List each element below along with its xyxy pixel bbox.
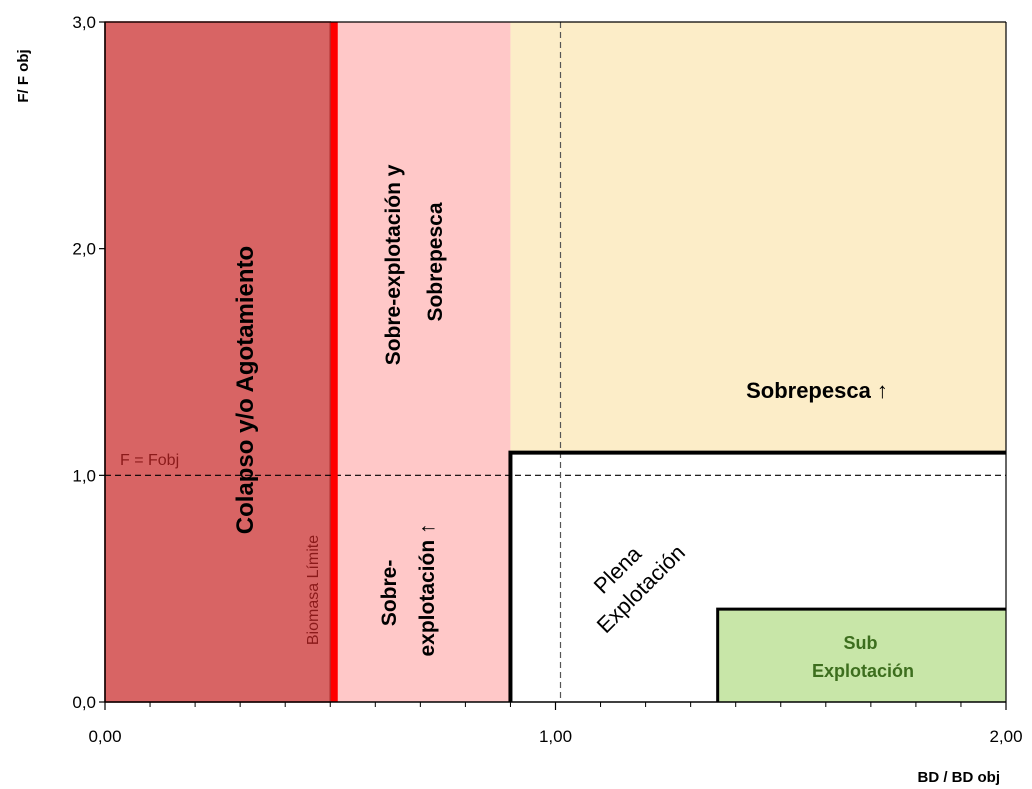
zone-label-colapso: Colapso y/o Agotamiento — [232, 246, 259, 534]
x-tick-label: 2,00 — [989, 727, 1022, 746]
zone-label-sobre-explotacion: Sobre- explotación ↑ — [378, 523, 439, 656]
zone-colapso — [105, 22, 331, 702]
zone-sobre-explotacion-sobrepesca — [330, 22, 511, 476]
f-fobj-label: F = Fobj — [120, 452, 179, 469]
zone-label-sobrepesca: Sobrepesca ↑ — [746, 378, 888, 403]
zone-label-sobre-explotacion-sobrepesca: Sobre-explotación y Sobrepesca — [382, 159, 447, 366]
y-axis-title: F/ F obj — [15, 49, 32, 102]
y-tick-label: 1,0 — [72, 466, 96, 485]
zone-border-plena-explotacion — [508, 450, 1006, 702]
axes: 0,0 1,0 2,0 3,0 0,00 1,00 2,00 — [72, 13, 1022, 746]
zone-label-sub-explotacion: Sub Explotación — [812, 633, 914, 681]
y-tick-label: 2,0 — [72, 240, 96, 259]
y-tick-label: 3,0 — [72, 13, 96, 32]
y-tick-label: 0,0 — [72, 693, 96, 712]
x-tick-label: 1,00 — [539, 727, 572, 746]
zone-sub-explotacion — [717, 609, 1006, 702]
biomasa-limite-label: Biomasa Límite — [305, 535, 322, 645]
zone-sobrepesca — [510, 22, 1006, 453]
zone-sobre-explotacion — [330, 475, 511, 702]
x-tick-label: 0,00 — [88, 727, 121, 746]
x-axis-title: BD / BD obj — [918, 769, 1001, 786]
zone-backgrounds — [105, 22, 1006, 702]
zone-border-sub-explotacion — [716, 607, 1006, 702]
